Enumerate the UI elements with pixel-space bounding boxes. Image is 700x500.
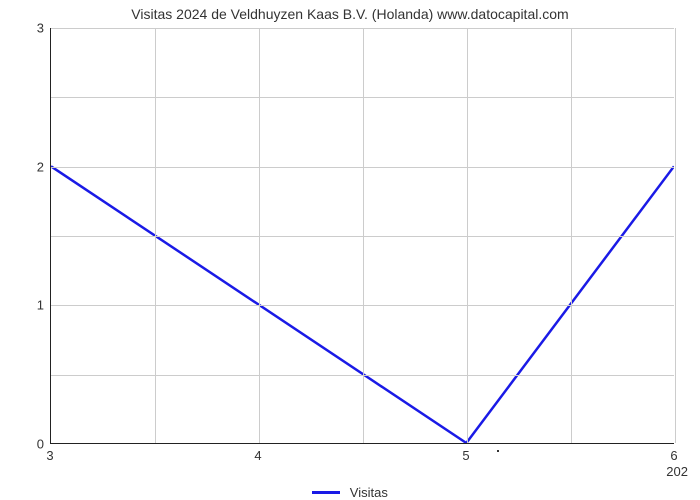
y-tick-label: 1 xyxy=(4,298,44,313)
grid-line-vertical xyxy=(571,28,572,443)
x-minor-tick xyxy=(497,450,499,452)
legend: Visitas xyxy=(0,484,700,500)
chart-title: Visitas 2024 de Veldhuyzen Kaas B.V. (Ho… xyxy=(0,6,700,22)
y-tick-label: 0 xyxy=(4,437,44,452)
grid-line-vertical xyxy=(467,28,468,443)
y-tick-label: 3 xyxy=(4,21,44,36)
extra-axis-label: 202 xyxy=(666,464,688,479)
grid-line-vertical xyxy=(675,28,676,443)
plot-area xyxy=(50,28,674,444)
y-tick-label: 2 xyxy=(4,159,44,174)
legend-swatch xyxy=(312,491,340,494)
x-tick-label: 4 xyxy=(254,448,261,463)
grid-line-vertical xyxy=(363,28,364,443)
x-tick-label: 6 xyxy=(670,448,677,463)
grid-line-vertical xyxy=(155,28,156,443)
grid-line-vertical xyxy=(259,28,260,443)
x-tick-label: 5 xyxy=(462,448,469,463)
x-tick-label: 3 xyxy=(46,448,53,463)
legend-label: Visitas xyxy=(350,485,388,500)
